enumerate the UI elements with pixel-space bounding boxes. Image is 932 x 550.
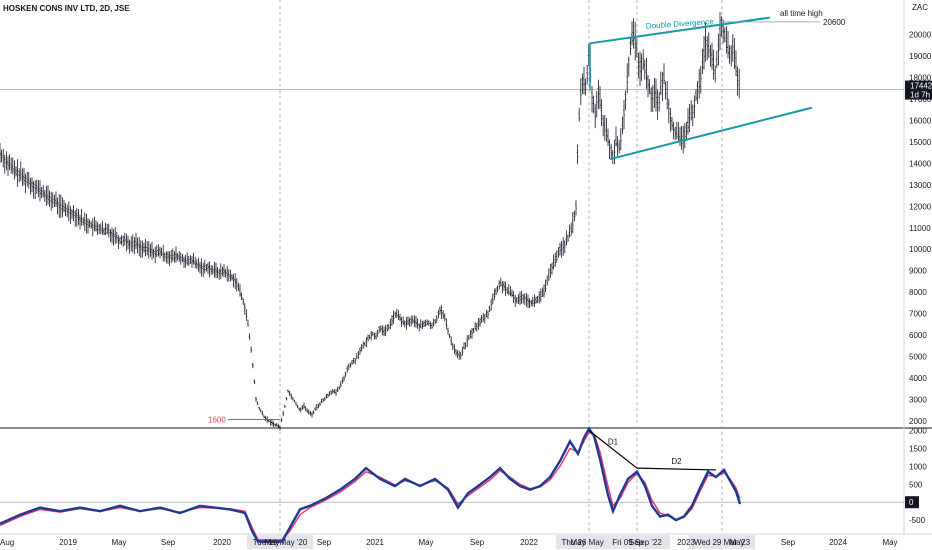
- all-time-high-label: all time high: [780, 9, 823, 18]
- price-tick-label: 7000: [909, 310, 927, 319]
- time-tick-label: 2019: [59, 538, 77, 547]
- current-price-label: 17442: [910, 82, 932, 91]
- time-tick-label: Sep: [781, 538, 796, 547]
- price-tick-label: 11000: [909, 224, 931, 233]
- time-tick-label: May: [264, 538, 279, 547]
- price-tick-label: 3000: [909, 395, 927, 404]
- time-tick-label: 2024: [829, 538, 847, 547]
- channel-label: Double Divergence: [646, 17, 715, 31]
- price-axis[interactable]: 2000019000180001700016000150001400013000…: [905, 31, 932, 426]
- chart-title: HOSKEN CONS INV LTD, 2D, JSE: [3, 4, 130, 13]
- divergence-line[interactable]: [636, 467, 717, 471]
- time-axis[interactable]: Aug 2019 May Sep 2020 May Sep 2021 May Sep 2022 May…: [0, 538, 898, 547]
- price-tick-label: 12000: [909, 202, 932, 211]
- oscillator-tick-label: 1000: [909, 462, 927, 471]
- crosshair-date-label: Wed 29 Mar '23: [694, 538, 751, 547]
- price-tick-label: 2000: [909, 417, 927, 426]
- price-tick-label: 13000: [909, 181, 932, 190]
- signal-line: [0, 431, 741, 541]
- time-tick-label: May: [111, 538, 126, 547]
- time-tick-label: 2020: [213, 538, 231, 547]
- oscillator-tick-label: 1500: [909, 444, 927, 453]
- oscillator-value-badge: [905, 496, 919, 509]
- divergence-label: D2: [671, 457, 682, 466]
- oscillator-tick-label: 2000: [909, 427, 927, 436]
- oscillator-tick-label: -500: [909, 516, 926, 525]
- crosshair-date-label: Thu 26 May '22: [562, 538, 617, 547]
- channel-lower-line[interactable]: [609, 106, 813, 161]
- price-tick-label: 16000: [909, 117, 932, 126]
- time-tick-label: May: [570, 538, 585, 547]
- crosshair-date-box: [688, 535, 756, 549]
- time-tick-label: 2021: [366, 538, 384, 547]
- price-bars: [0, 12, 741, 431]
- price-tick-label: 6000: [909, 331, 927, 340]
- price-tick-label: 18000: [909, 74, 932, 83]
- time-tick-label: Aug: [0, 538, 14, 547]
- time-tick-label: May: [418, 538, 433, 547]
- crosshair-date-label: Fri 09 Sep '22: [612, 538, 662, 547]
- time-tick-label: Sep: [161, 538, 176, 547]
- divergence-line[interactable]: [588, 430, 638, 469]
- chart-header: HOSKEN CONS INV LTD, 2D, JSE ZAC: [3, 3, 928, 13]
- currency-label: ZAC: [912, 3, 928, 12]
- divergence-label: D1: [608, 437, 619, 446]
- oscillator-value-label: 0: [909, 498, 914, 507]
- current-price-badge: [905, 80, 932, 100]
- price-tick-label: 5000: [909, 352, 927, 361]
- oscillator-axis[interactable]: 2000150010005000-5000: [905, 427, 927, 526]
- oscillator-lines: [0, 426, 742, 543]
- time-tick-label: 2022: [520, 538, 538, 547]
- time-tick-label: Sep: [317, 538, 332, 547]
- macd-line: [0, 426, 742, 543]
- price-tick-label: 20000: [909, 31, 932, 40]
- divergence-lines[interactable]: D1 D2: [588, 430, 717, 471]
- oscillator-tick-label: 500: [909, 480, 923, 489]
- all-time-high-value: 20600: [823, 18, 846, 27]
- time-tick-label: 2023: [677, 538, 695, 547]
- price-tick-label: 10000: [909, 245, 932, 254]
- time-tick-label: Sep: [470, 538, 485, 547]
- price-tick-label: 15000: [909, 138, 932, 147]
- price-tick-label: 19000: [909, 52, 932, 61]
- chart-frame: [0, 0, 932, 535]
- current-time-label: 1d 7h: [910, 91, 930, 100]
- price-tick-label: 8000: [909, 288, 927, 297]
- crosshair-date-box: [603, 535, 671, 549]
- time-tick-label: May: [882, 538, 897, 547]
- time-tick-label: Sep: [629, 538, 644, 547]
- low-marker-label: 1600: [208, 416, 226, 425]
- price-tick-label: 14000: [909, 159, 932, 168]
- price-tick-label: 9000: [909, 267, 927, 276]
- time-tick-label: May: [729, 538, 744, 547]
- price-tick-label: 4000: [909, 374, 927, 383]
